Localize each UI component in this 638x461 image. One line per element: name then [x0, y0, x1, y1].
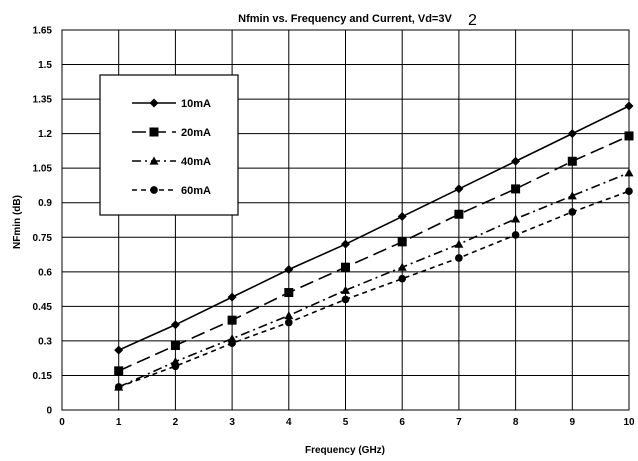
data-point-20mA: [341, 262, 350, 272]
data-point-10mA: [227, 292, 237, 302]
data-point-20mA: [114, 366, 124, 376]
data-point-40mA: [567, 191, 577, 200]
plot-frame: [61, 29, 630, 411]
legend: 10mA 20mA 40mA 60mA: [99, 74, 239, 216]
data-point-60mA: [228, 339, 236, 348]
legend-label-10mA: 10mA: [181, 98, 211, 110]
data-point-10mA: [114, 345, 124, 355]
data-point-20mA: [567, 156, 577, 166]
data-point-10mA: [511, 156, 521, 166]
x-tick-label: 5: [343, 417, 349, 428]
legend-marker-60mA: [150, 186, 158, 194]
legend-marker-40mA: [149, 156, 159, 165]
legend-box: [99, 74, 239, 216]
y-tick-label: 1.05: [33, 164, 53, 175]
y-tick-labels: 0 0.15 0.3 0.45 0.6 0.75 0.9 1.05 1.2 1.35 1.5 1.65: [33, 26, 53, 417]
data-point-60mA: [455, 254, 463, 262]
data-point-40mA: [284, 311, 294, 320]
data-point-10mA: [567, 129, 577, 139]
data-point-60mA: [398, 274, 407, 283]
y-tick-label: 1.2: [38, 129, 52, 140]
x-tick-label: 0: [59, 417, 65, 428]
data-point-20mA: [454, 209, 464, 219]
x-tick-label: 6: [399, 417, 405, 428]
y-tick-label: 0: [46, 406, 52, 417]
data-point-40mA: [511, 214, 521, 223]
legend-label-20mA: 20mA: [181, 127, 211, 139]
y-tick-label: 0.9: [38, 198, 52, 209]
data-point-60mA: [171, 362, 180, 371]
y-axis-label: NFmin (dB): [12, 195, 23, 249]
series-line-10mA: [118, 105, 630, 351]
data-point-10mA: [454, 184, 464, 194]
x-tick-label: 4: [286, 417, 292, 428]
y-tick-label: 1.5: [38, 60, 52, 71]
data-point-60mA: [511, 231, 520, 239]
data-point-60mA: [341, 295, 350, 304]
data-point-40mA: [341, 285, 350, 294]
x-tick-label: 10: [623, 417, 635, 428]
y-tick-label: 1.35: [33, 95, 53, 106]
data-point-10mA: [397, 212, 407, 222]
y-tick-label: 0.75: [33, 233, 53, 244]
legend-marker-20mA: [149, 127, 159, 137]
data-point-10mA: [341, 239, 350, 249]
data-point-60mA: [568, 208, 577, 216]
legend-marker-10mA: [149, 98, 159, 108]
data-point-20mA: [397, 237, 407, 247]
legend-items: 10mA 20mA 40mA 60mA: [132, 98, 211, 197]
series-line-20mA: [118, 135, 630, 372]
data-point-60mA: [114, 383, 123, 391]
series-lines: [118, 105, 630, 388]
legend-label-40mA: 40mA: [181, 156, 211, 168]
y-tick-label: 1.65: [33, 26, 53, 37]
data-point-20mA: [284, 288, 294, 298]
data-point-40mA: [454, 239, 464, 248]
series-line-60mA: [118, 190, 630, 388]
x-axis-label: Frequency (GHz): [305, 445, 385, 456]
data-point-20mA: [227, 315, 237, 325]
x-tick-label: 3: [229, 417, 235, 428]
x-tick-labels: 0 1 2 3 4 5 6 7 8 9 10: [59, 417, 635, 428]
x-tick-label: 1: [116, 417, 122, 428]
data-point-10mA: [170, 320, 180, 330]
y-tick-label: 0.15: [33, 371, 53, 382]
y-tick-label: 0.3: [38, 336, 52, 347]
x-tick-label: 7: [456, 417, 462, 428]
y-tick-label: 0.45: [33, 302, 53, 313]
x-tick-label: 2: [173, 417, 179, 428]
page-number-mark: 2: [468, 12, 477, 29]
chart-title: Nfmin vs. Frequency and Current, Vd=3V: [238, 13, 452, 25]
data-point-20mA: [170, 341, 180, 351]
data-point-60mA: [284, 318, 293, 327]
x-tick-label: 9: [570, 417, 576, 428]
data-point-40mA: [397, 262, 407, 271]
data-point-20mA: [511, 184, 521, 194]
data-point-10mA: [284, 265, 294, 275]
y-tick-label: 0.6: [38, 267, 52, 278]
x-tick-label: 8: [513, 417, 519, 428]
series-line-40mA: [118, 172, 630, 388]
legend-label-60mA: 60mA: [181, 185, 211, 197]
